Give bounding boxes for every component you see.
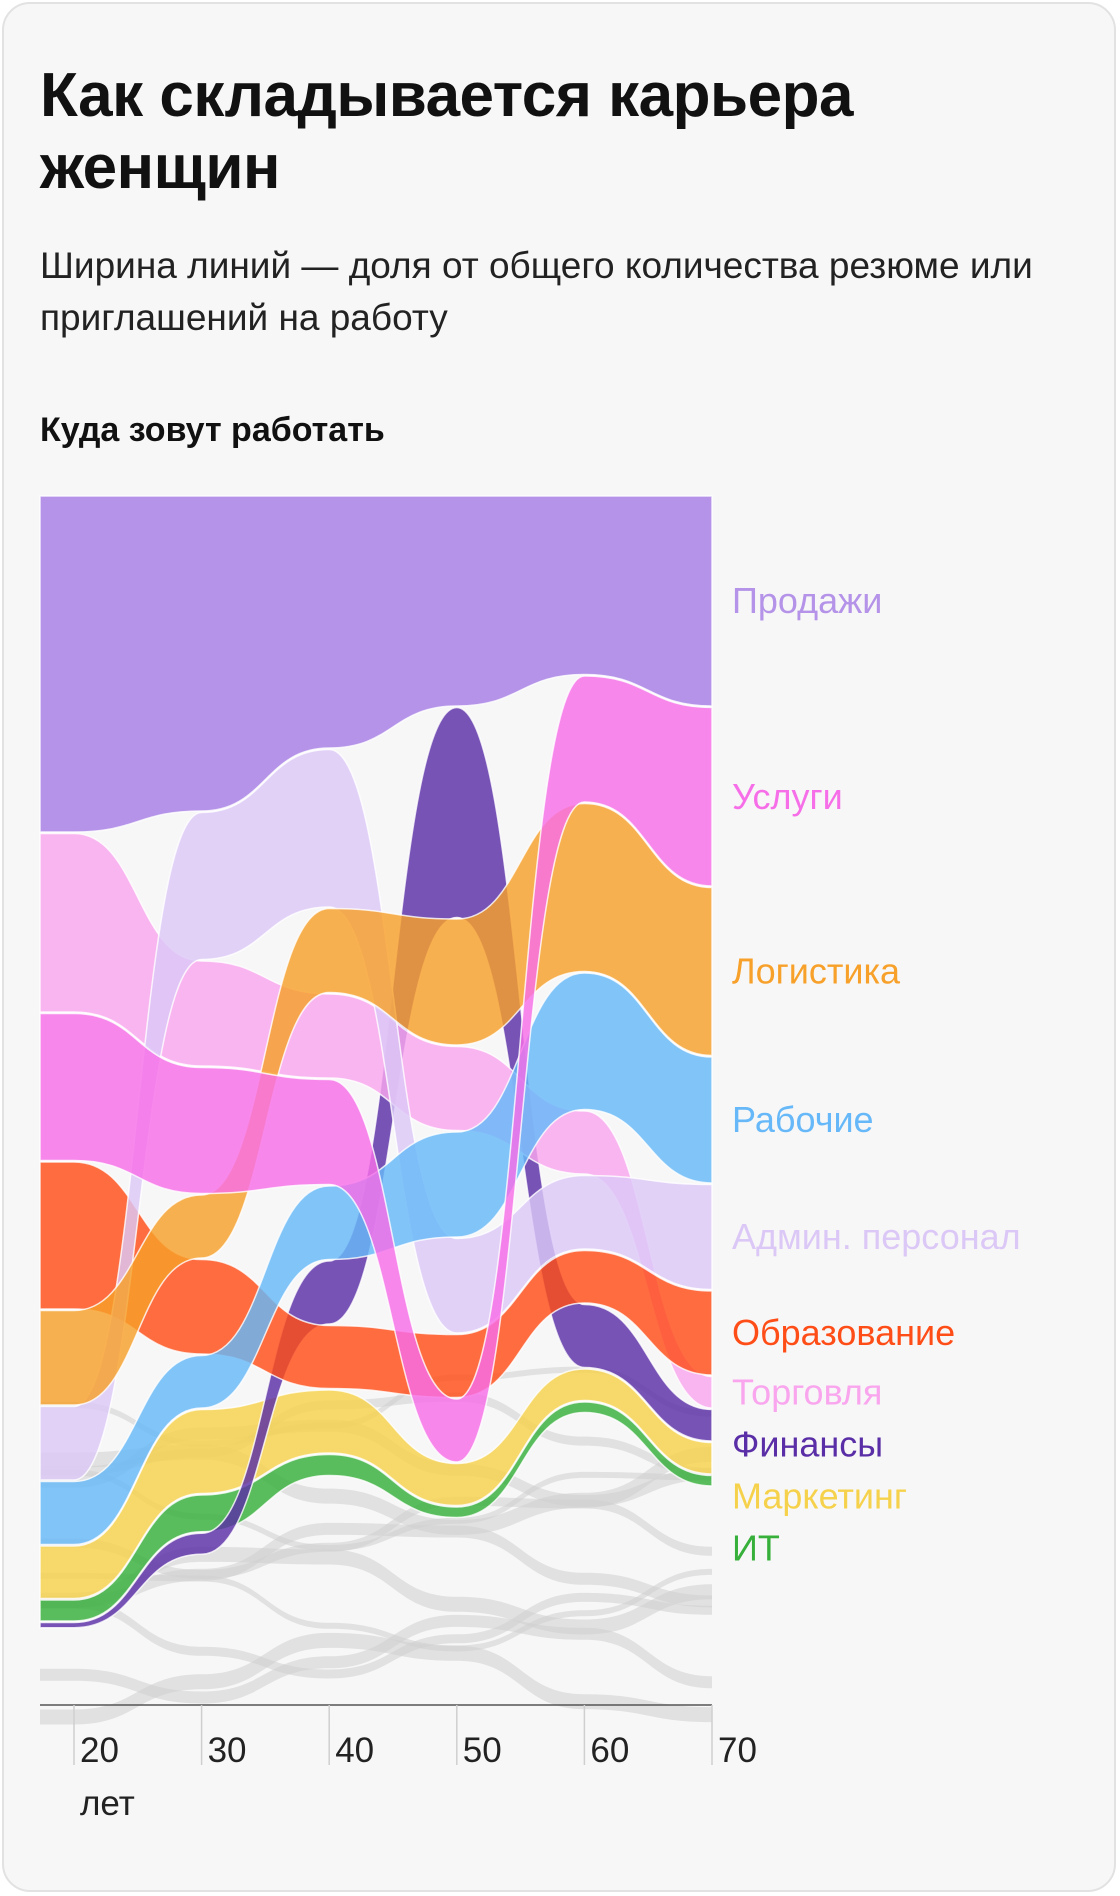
x-tick-label: 20 <box>80 1731 119 1770</box>
series-band-9 <box>39 1401 713 1622</box>
chart-subtitle: Ширина линий — доля от общего количества… <box>40 245 1033 338</box>
section-label: Куда зовут работать <box>40 411 385 449</box>
chart-title: Как складывается карьера женщин <box>40 61 853 202</box>
x-tick-label: 50 <box>463 1731 502 1770</box>
background-ribbon <box>40 1496 712 1579</box>
series-band-4 <box>39 748 713 1481</box>
series-label-9: ИТ <box>732 1527 780 1568</box>
background-ribbon <box>40 1444 712 1535</box>
series-label-4: Админ. персонал <box>732 1216 1021 1257</box>
series-labels: Продажи Услуги Логистика Рабочие Админ. перс… <box>732 580 1021 1568</box>
series-label-3: Рабочие <box>732 1099 874 1140</box>
series-label-8: Маркетинг <box>732 1475 907 1516</box>
series-bands <box>39 495 713 1629</box>
background-ribbon <box>40 1632 712 1725</box>
series-band-1 <box>39 675 713 1463</box>
background-ribbon <box>40 1592 712 1679</box>
series-label-7: Финансы <box>732 1423 883 1464</box>
series-label-2: Логистика <box>732 951 901 992</box>
x-tick-label: 40 <box>335 1731 374 1770</box>
background-ribbon <box>40 1546 712 1635</box>
series-band-3 <box>39 972 713 1546</box>
x-tick-label: 30 <box>208 1731 247 1770</box>
series-label-1: Услуги <box>732 776 843 817</box>
series-band-0 <box>39 495 713 833</box>
x-tick-label: 60 <box>590 1731 629 1770</box>
x-unit-label: лет <box>80 1784 135 1823</box>
x-axis: 20 30 40 50 60 70 лет <box>40 1704 757 1823</box>
x-tick-label: 70 <box>718 1731 757 1770</box>
background-ribbon <box>40 1614 712 1704</box>
series-label-6: Торговля <box>732 1371 882 1412</box>
series-label-0: Продажи <box>732 580 882 621</box>
series-label-5: Образование <box>732 1312 955 1353</box>
